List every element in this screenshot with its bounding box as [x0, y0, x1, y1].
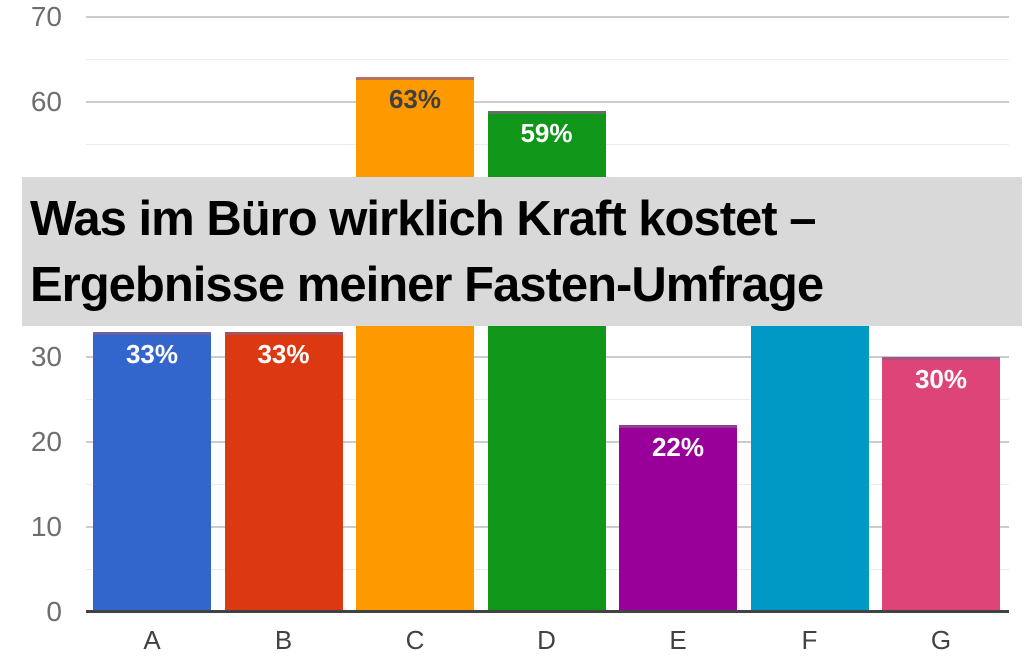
x-category-label-g: G	[930, 625, 952, 655]
y-tick-label-0: 0	[46, 596, 62, 627]
y-tick-label-10: 10	[30, 511, 62, 542]
bar-value-label-c: 63%	[388, 83, 442, 114]
x-category-label-e: E	[669, 625, 687, 655]
x-category-label-d: D	[537, 625, 556, 655]
bar-a[interactable]	[93, 331, 211, 610]
bar-value-label-d: 59%	[520, 117, 573, 148]
bar-value-label-e: 22%	[651, 432, 705, 462]
x-category-label-a: A	[143, 625, 161, 655]
bar-value-label-b: 33%	[257, 338, 310, 369]
bar-e[interactable]	[619, 425, 737, 610]
x-category-label-f: F	[801, 625, 818, 655]
title-overlay: Was im Büro wirklich Kraft kostet – Erge…	[22, 177, 1022, 326]
x-category-label-b: B	[274, 625, 293, 655]
title-line-2: Ergebnisse meiner Fasten-Umfrage	[30, 257, 824, 312]
y-tick-label-20: 20	[30, 426, 62, 457]
minor-gridline-65	[86, 58, 1009, 60]
title-line-1: Was im Büro wirklich Kraft kostet –	[30, 191, 817, 246]
x-axis-line	[86, 610, 1009, 613]
major-gridline-60	[86, 101, 1009, 103]
y-tick-label-70: 70	[30, 1, 62, 32]
major-gridline-70	[86, 16, 1009, 18]
bar-g[interactable]	[882, 357, 1000, 610]
y-tick-label-60: 60	[30, 86, 62, 117]
bar-b[interactable]	[224, 331, 343, 610]
bar-value-label-g: 30%	[914, 364, 968, 394]
bar-value-label-a: 33%	[125, 338, 179, 369]
bar-c[interactable]	[356, 76, 474, 610]
y-tick-label-30: 30	[30, 341, 62, 372]
x-category-label-c: C	[405, 625, 425, 655]
